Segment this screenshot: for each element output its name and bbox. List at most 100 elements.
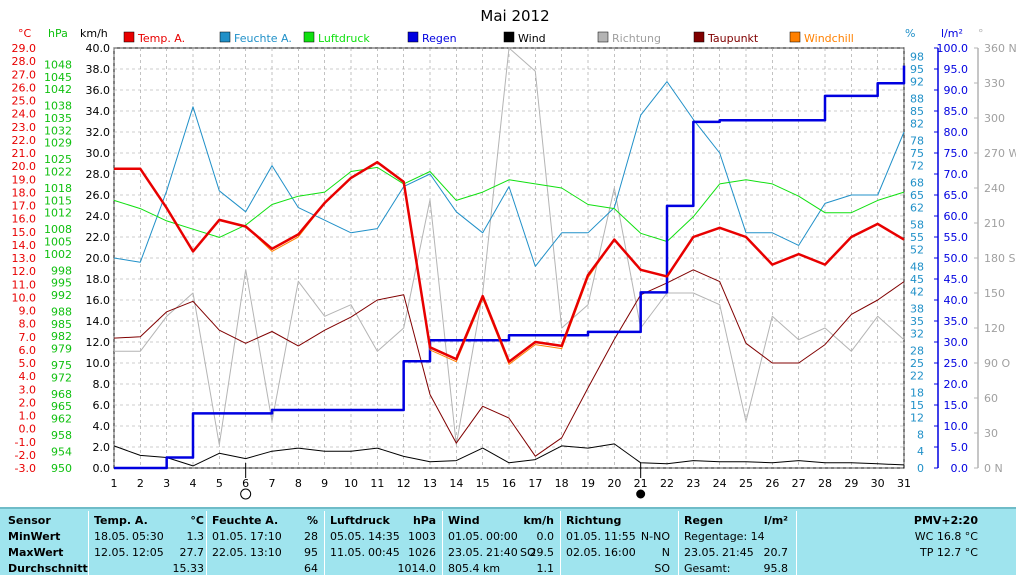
rain-axis-unit: l/m²: [941, 27, 963, 40]
rain-max-time: 21:45: [722, 545, 754, 561]
new-moon-icon: [637, 490, 645, 498]
wind-min-date: 01.05.: [448, 529, 483, 545]
humidity-tick-label: 45: [910, 273, 924, 286]
wind-axis-unit: km/h: [80, 27, 108, 40]
pressure-tick-label: 1018: [44, 182, 72, 195]
direction-min-value: N-NO: [641, 529, 670, 545]
rain-tick-label: 70.0: [944, 168, 969, 181]
pressure-tick-label: 998: [51, 264, 72, 277]
wind-tick-label: 12.0: [86, 336, 111, 349]
wind-tick-label: 14.0: [86, 315, 111, 328]
direction-tick-label: 240: [984, 182, 1005, 195]
chart-grid: [114, 48, 904, 468]
wind-header: Wind: [448, 513, 480, 529]
humidity-tick-label: 92: [910, 76, 924, 89]
direction-tick-label: 90 O: [984, 357, 1010, 370]
wind-tick-label: 0.0: [93, 462, 111, 475]
humidity-tick-label: 8: [917, 428, 924, 441]
legend-label-direction: Richtung: [612, 32, 661, 45]
day-tick-label: 7: [269, 477, 276, 490]
day-tick-label: 11: [370, 477, 384, 490]
temp-tick-label: 27.0: [12, 68, 37, 81]
humidity-tick-label: 75: [910, 147, 924, 160]
day-tick-label: 3: [163, 477, 170, 490]
humidity-tick-label: 98: [910, 50, 924, 63]
temp-tick-label: 28.0: [12, 55, 37, 68]
pressure-tick-label: 1038: [44, 100, 72, 113]
rain-max-date: 23.05.: [684, 545, 719, 561]
pressure-tick-label: 972: [51, 371, 72, 384]
legend-swatch-temp: [124, 32, 134, 42]
pressure-tick-label: 992: [51, 289, 72, 302]
rain-tick-label: 40.0: [944, 294, 969, 307]
direction-tick-label: 180 S: [984, 252, 1015, 265]
day-tick-label: 15: [476, 477, 490, 490]
pressure-tick-label: 958: [51, 429, 72, 442]
wind-tick-label: 22.0: [86, 231, 111, 244]
pmv-header: PMV+2:20: [850, 513, 978, 529]
day-tick-label: 9: [321, 477, 328, 490]
pressure-tick-label: 985: [51, 318, 72, 331]
rain-tick-label: 25.0: [944, 357, 969, 370]
row-label-min: MinWert: [8, 529, 88, 545]
rain-tick-label: 35.0: [944, 315, 969, 328]
temp-tick-label: 9.0: [19, 305, 37, 318]
wind-tick-label: 10.0: [86, 357, 111, 370]
legend-swatch-windchill: [790, 32, 800, 42]
pressure-max-time: 00:45: [368, 545, 400, 561]
pressure-header: Luftdruck: [330, 513, 390, 529]
day-tick-label: 1: [111, 477, 118, 490]
humidity-tick-label: 65: [910, 189, 924, 202]
pressure-tick-label: 1035: [44, 112, 72, 125]
temp-tick-label: 5.0: [19, 357, 37, 370]
separator: [206, 511, 207, 575]
rain-max-value: 20.7: [764, 545, 789, 561]
temp-tick-label: 15.0: [12, 226, 37, 239]
day-tick-label: 19: [581, 477, 595, 490]
humidity-header: Feuchte A.: [212, 513, 278, 529]
humidity-tick-label: 4: [917, 445, 924, 458]
wind-tick-label: 34.0: [86, 105, 111, 118]
rain-tick-label: 80.0: [944, 126, 969, 139]
pressure-min-value: 1003: [408, 529, 436, 545]
legend-label-windchill: Windchill: [804, 32, 854, 45]
temp-tick-label: 16.0: [12, 213, 37, 226]
temp-tick-label: 20.0: [12, 160, 37, 173]
pressure-tick-label: 1029: [44, 137, 72, 150]
temp-tick-label: 29.0: [12, 42, 37, 55]
wind-tick-label: 4.0: [93, 420, 111, 433]
separator: [88, 511, 89, 575]
day-tick-label: 31: [897, 477, 911, 490]
humidity-tick-label: 82: [910, 118, 924, 131]
humidity-tick-label: 88: [910, 92, 924, 105]
temp-tick-label: 6.0: [19, 344, 37, 357]
day-tick-label: 8: [295, 477, 302, 490]
temp-tick-label: 7.0: [19, 331, 37, 344]
temp-tick-label: -1.0: [15, 436, 36, 449]
temp-tick-label: 17.0: [12, 200, 37, 213]
wind-tick-label: 26.0: [86, 189, 111, 202]
temp-tick-label: 26.0: [12, 81, 37, 94]
chart-title: Mai 2012: [480, 7, 549, 25]
humidity-max-value: 95: [304, 545, 318, 561]
temp-max-value: 27.7: [180, 545, 205, 561]
direction-tick-label: 120: [984, 322, 1005, 335]
rain-tick-label: 20.0: [944, 378, 969, 391]
humidity-max-time: 13:10: [250, 545, 282, 561]
direction-min-date: 01.05.: [566, 529, 601, 545]
row-label-sensor: Sensor: [8, 513, 88, 529]
rain-tick-label: 55.0: [944, 231, 969, 244]
legend-label-temp: Temp. A.: [137, 32, 185, 45]
pressure-tick-label: 1002: [44, 248, 72, 261]
humidity-tick-label: 72: [910, 160, 924, 173]
wind-tick-label: 6.0: [93, 399, 111, 412]
rain-tick-label: 50.0: [944, 252, 969, 265]
temp-header: Temp. A.: [94, 513, 148, 529]
legend-label-humidity: Feuchte A.: [234, 32, 292, 45]
wind-tick-label: 30.0: [86, 147, 111, 160]
direction-min-time: 11:55: [604, 529, 636, 545]
